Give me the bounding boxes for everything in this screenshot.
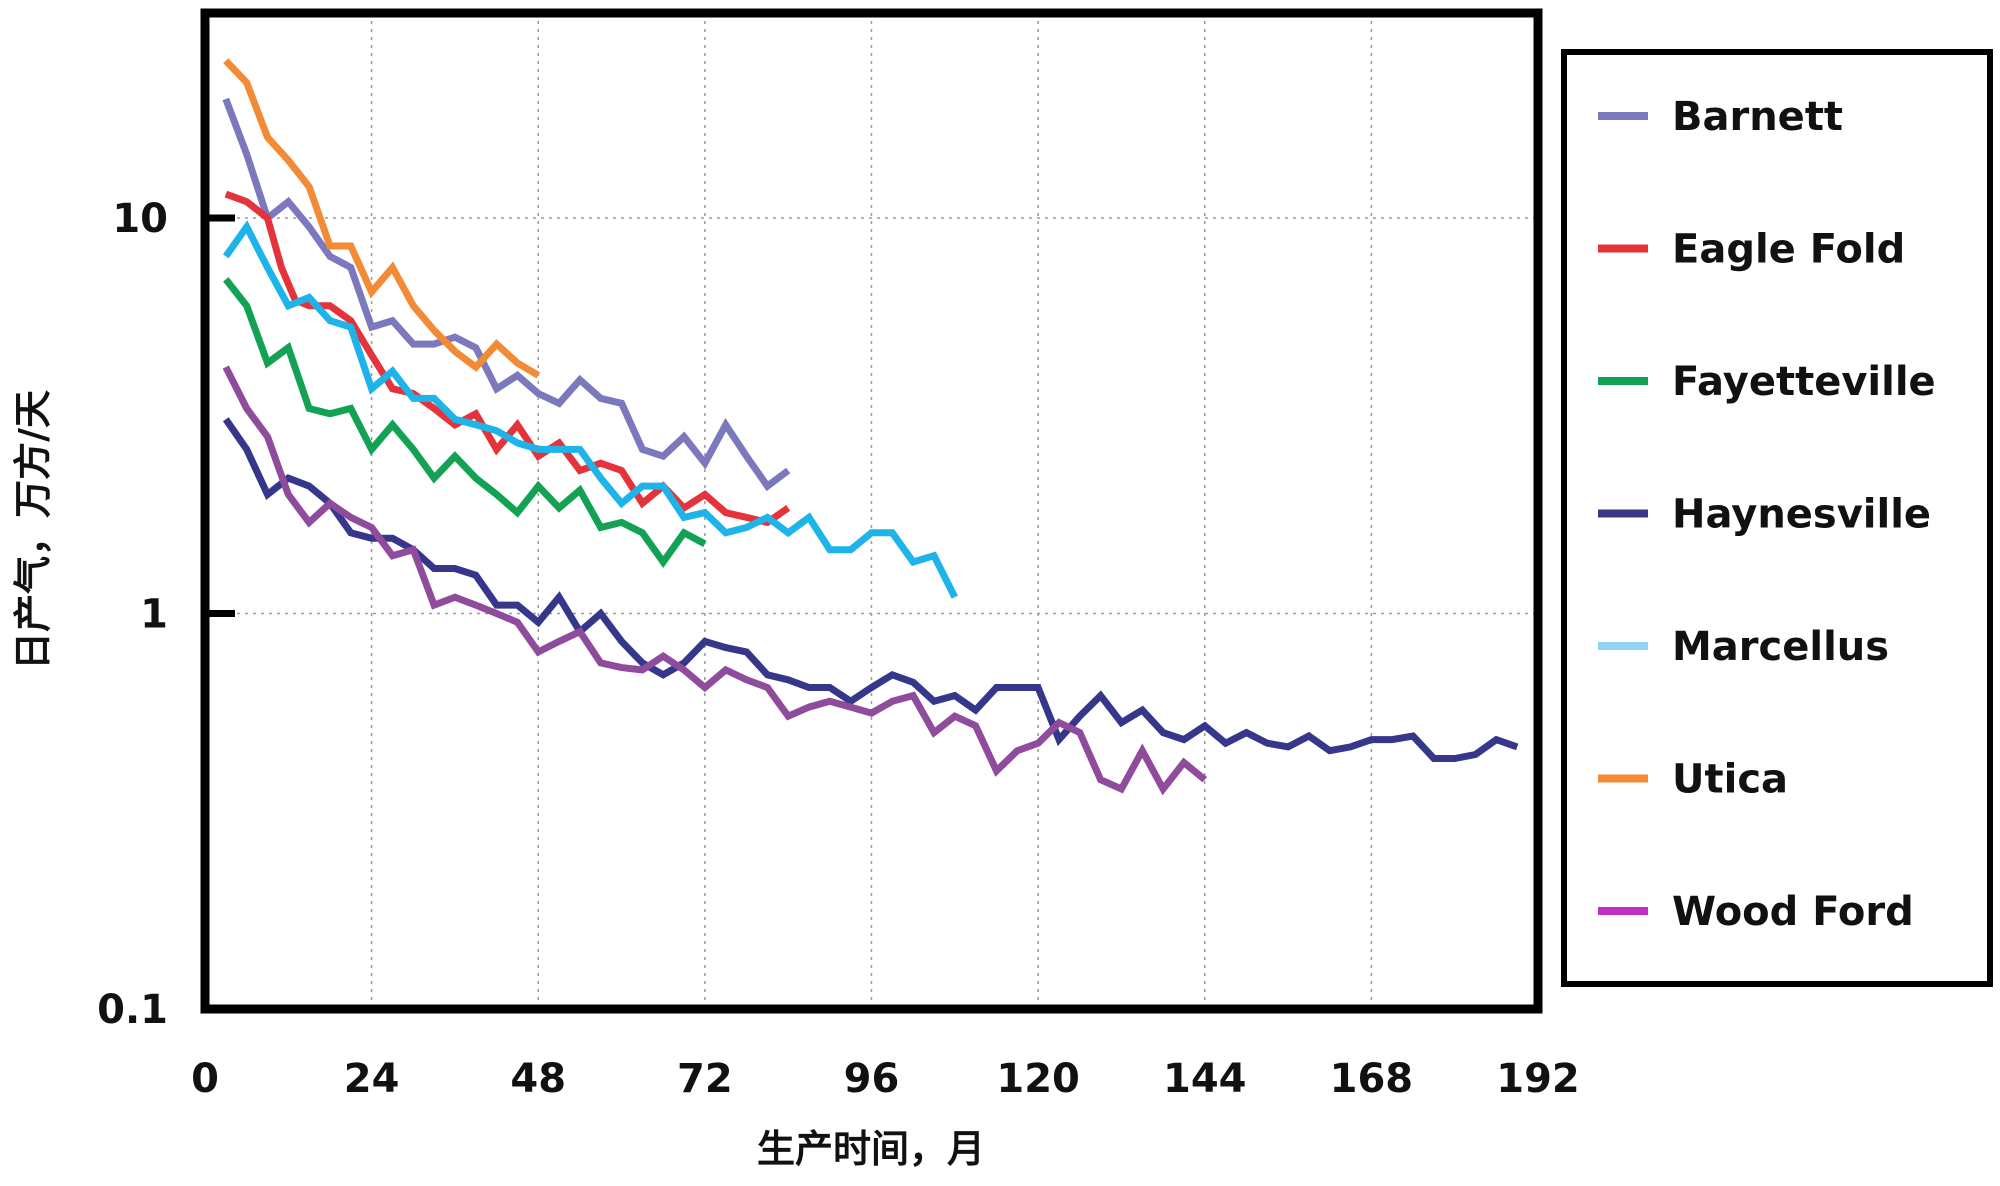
x-tick-label: 192: [1496, 1056, 1580, 1102]
x-axis-ticks: 0 24 48 72 96 120 144 168 192: [191, 1056, 1580, 1102]
legend-label: Utica: [1672, 757, 1788, 803]
series-line-fayetteville: [223, 277, 707, 569]
legend-frame: [1561, 49, 1993, 987]
legend-entries: Barnett Eagle Fold Fayetteville Haynesville…: [1598, 94, 1936, 935]
legend-label: Wood Ford: [1672, 889, 1914, 935]
legend-label: Haynesville: [1672, 492, 1931, 538]
series-line-wood-ford: [222, 365, 1208, 796]
x-tick-label: 24: [344, 1056, 400, 1102]
series-line-eagle-fold: [224, 190, 791, 527]
legend-label: Fayetteville: [1672, 359, 1936, 405]
legend-entry-barnett: Barnett: [1598, 94, 1843, 140]
x-tick-label: 0: [191, 1056, 219, 1102]
x-tick-label: 144: [1163, 1056, 1247, 1102]
legend-entry-marcellus: Marcellus: [1598, 624, 1889, 670]
y-axis-title: 日产气，万方/天: [11, 390, 55, 670]
y-tick-label: 10: [112, 196, 168, 242]
x-tick-label: 96: [844, 1056, 900, 1102]
x-tick-label: 120: [996, 1056, 1080, 1102]
series-lines: [222, 58, 1519, 796]
series-line-barnett: [222, 97, 791, 492]
series-line-utica: [223, 58, 541, 379]
y-tick-label: 1: [140, 592, 168, 638]
x-axis-title: 生产时间，月: [757, 1127, 985, 1171]
x-tick-label: 168: [1330, 1056, 1414, 1102]
legend-entry-haynesville: Haynesville: [1598, 492, 1931, 538]
legend-label: Marcellus: [1672, 624, 1889, 670]
x-tick-label: 48: [510, 1056, 566, 1102]
legend-entry-eagle-fold: Eagle Fold: [1598, 227, 1905, 273]
legend-label: Barnett: [1672, 94, 1843, 140]
plot-frame: [200, 8, 1543, 1014]
series-line-marcellus: [222, 220, 958, 599]
x-tick-label: 72: [677, 1056, 733, 1102]
legend: Barnett Eagle Fold Fayetteville Haynesville…: [1561, 49, 1993, 987]
legend-label: Eagle Fold: [1672, 227, 1905, 273]
y-tick-label: 0.1: [97, 987, 168, 1033]
series-line-haynesville: [222, 417, 1519, 762]
y-axis-ticks: 0.1 1 10: [97, 196, 235, 1033]
grid-lines: [205, 13, 1538, 1010]
legend-entry-utica: Utica: [1598, 757, 1788, 803]
legend-entry-fayetteville: Fayetteville: [1598, 359, 1936, 405]
legend-entry-wood-ford: Wood Ford: [1598, 889, 1914, 935]
